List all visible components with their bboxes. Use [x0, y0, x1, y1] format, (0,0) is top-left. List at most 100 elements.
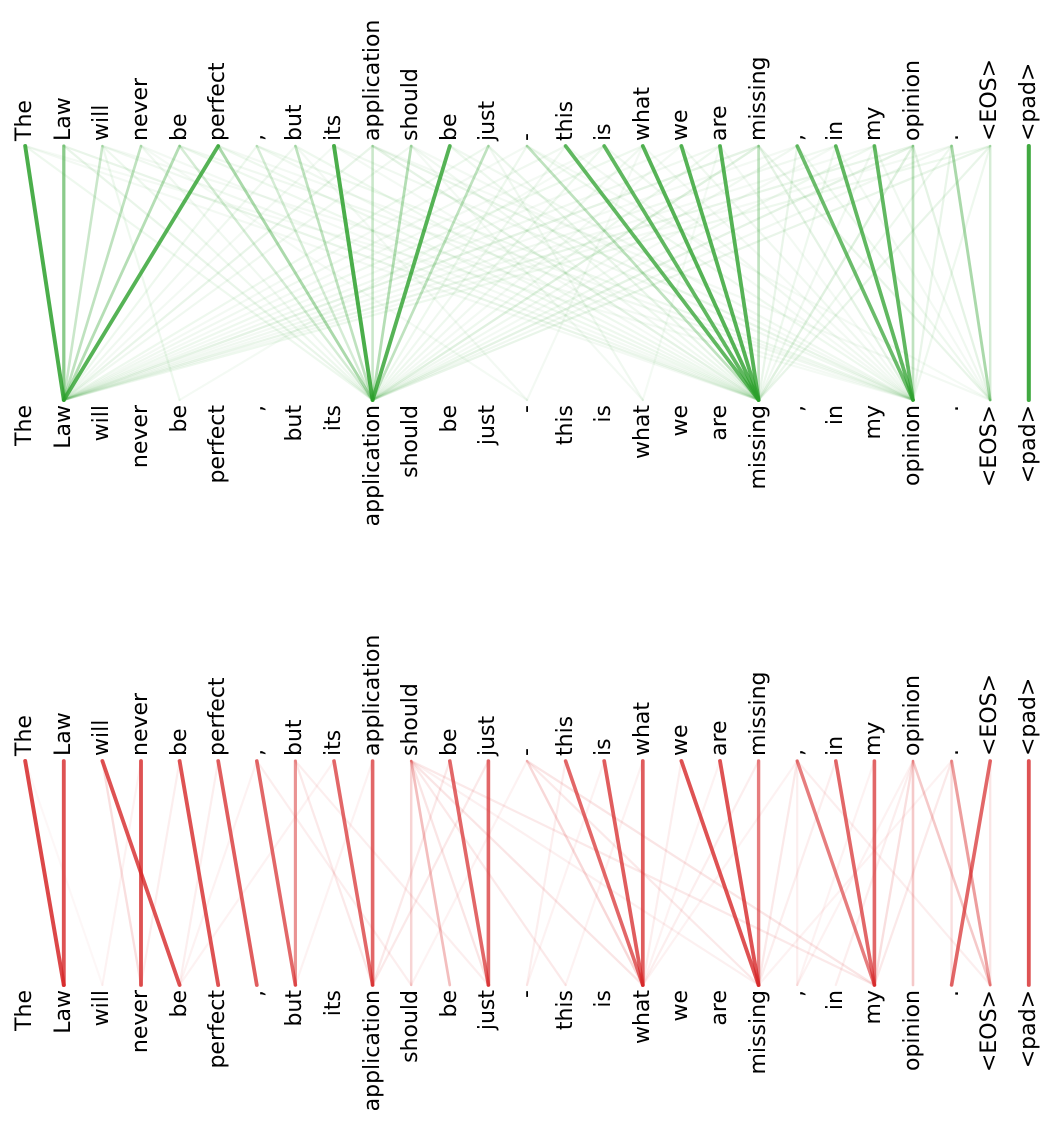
attention-edge [796, 759, 992, 987]
attention-edge [640, 144, 761, 402]
token-label-top: <EOS> [977, 673, 1003, 756]
attention-edge [796, 144, 992, 402]
attention-edge [410, 759, 644, 987]
attention-edge [62, 144, 297, 402]
attention-edge [101, 759, 143, 987]
token-label-top: The [12, 715, 38, 756]
token-label-bottom: are [707, 990, 732, 1026]
token-label-top: what [629, 86, 655, 141]
attention-edge [139, 759, 181, 987]
attention-edge [718, 144, 915, 402]
token-label-top: never [128, 77, 153, 141]
token-label-top: be [166, 113, 192, 142]
attention-edge [371, 759, 490, 987]
token-label-top: in [822, 120, 848, 141]
token-label-bottom: what [629, 405, 655, 460]
attention-edge [178, 144, 606, 402]
attention-edge [371, 759, 451, 987]
token-label-bottom: we [668, 990, 694, 1022]
attention-edge [62, 144, 336, 402]
attention-edge [525, 759, 760, 987]
attention-edge [371, 144, 992, 402]
attention-edge [795, 144, 915, 402]
attention-edge [24, 144, 915, 402]
attention-edge [62, 144, 529, 402]
token-label-bottom: <EOS> [977, 990, 1003, 1073]
token-label-bottom: application [359, 990, 385, 1112]
token-label-top: is [591, 123, 617, 141]
attention-edge [332, 144, 375, 402]
attention-edge [641, 144, 722, 402]
attention-edge [371, 144, 490, 402]
attention-edge [833, 144, 915, 402]
attention-edge [873, 144, 992, 402]
attention-edge [24, 759, 104, 987]
attention-edge [139, 144, 374, 402]
attention-edge [679, 144, 761, 402]
token-label-bottom: - [514, 990, 539, 998]
attention-edge [62, 144, 182, 402]
token-label-bottom: . [938, 990, 964, 997]
token-label-top: Law [50, 712, 76, 756]
token-label-top: , [784, 134, 810, 141]
attention-edge [371, 144, 953, 402]
attention-edge [371, 144, 915, 402]
token-label-top: The [12, 100, 38, 141]
token-label-bottom: this [552, 990, 578, 1031]
token-label-top: be [436, 113, 462, 142]
token-label-bottom: , [243, 405, 269, 412]
attention-edge [332, 144, 760, 402]
attention-edge [294, 144, 760, 402]
token-label-bottom: but [282, 405, 308, 442]
attention-edge [62, 144, 915, 402]
token-label-top: just [475, 100, 501, 141]
token-label-bottom: be [166, 405, 192, 433]
token-label-bottom: , [784, 990, 810, 997]
attention-edge [61, 144, 221, 402]
token-label-top: just [475, 715, 501, 756]
attention-edge [177, 759, 221, 987]
token-label-top: this [552, 715, 578, 756]
token-label-bottom: in [822, 990, 848, 1011]
attention-edge [332, 144, 915, 402]
attention-edge [62, 144, 992, 402]
attention-edge [62, 144, 413, 402]
token-label-top: <pad> [1015, 62, 1041, 141]
token-label-bottom: will [89, 405, 115, 442]
attention-edge [911, 144, 953, 402]
token-label-bottom: is [591, 990, 617, 1008]
token-label-top: should [398, 683, 424, 756]
attention-edge [525, 144, 644, 402]
token-label-top: . [938, 749, 964, 756]
token-label-bottom: <EOS> [977, 405, 1003, 488]
attention-edge [101, 144, 915, 402]
attention-edge [525, 144, 915, 402]
attention-edge [23, 144, 66, 402]
attention-edge [62, 144, 567, 402]
attention-edge [603, 144, 915, 402]
token-label-top: is [591, 738, 617, 756]
attention-edge [255, 144, 760, 402]
attention-edge [602, 759, 645, 987]
attention-edge [679, 759, 761, 987]
attention-edge [62, 144, 606, 402]
attention-edge [757, 144, 837, 402]
attention-edge [448, 144, 760, 402]
token-label-bottom: we [668, 405, 694, 437]
attention-edge [795, 759, 877, 987]
token-label-bottom: in [822, 405, 848, 426]
token-label-top: my [861, 721, 887, 756]
attention-edge [872, 144, 915, 402]
token-label-top: Law [50, 97, 76, 141]
attention-edge [448, 144, 915, 402]
attention-edge [410, 759, 760, 987]
attention-edge [178, 759, 336, 987]
attention-edge [834, 759, 915, 987]
attention-edge [757, 759, 799, 987]
attention-edge [410, 144, 644, 402]
attention-edge [370, 144, 452, 402]
token-label-bottom: be [436, 990, 462, 1018]
token-label-top: , [243, 749, 269, 756]
token-label-bottom: its [321, 990, 346, 1017]
